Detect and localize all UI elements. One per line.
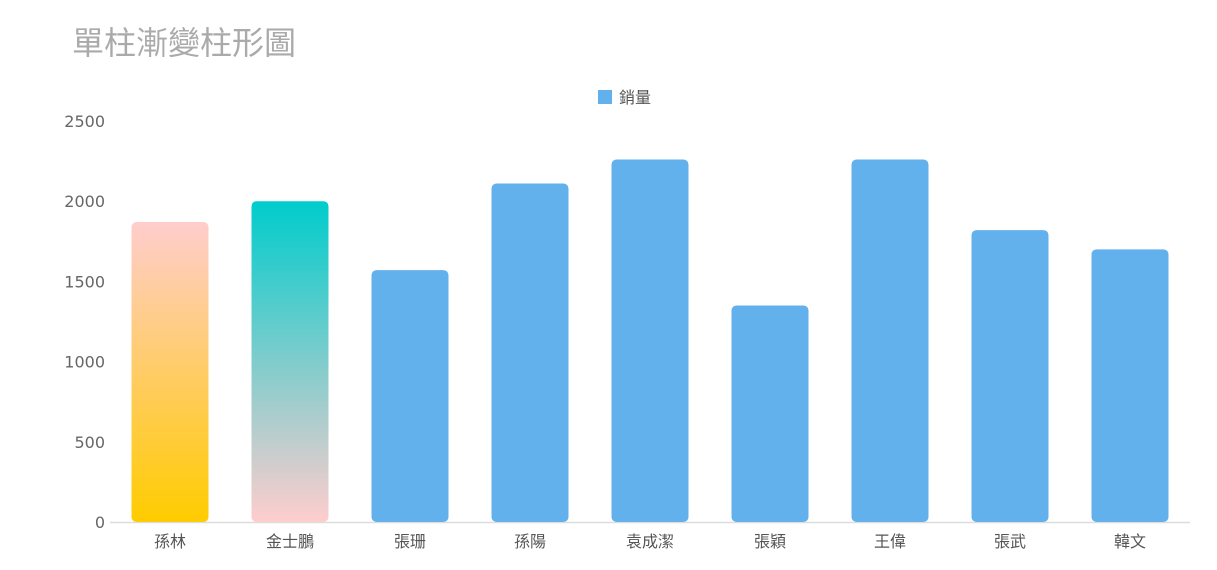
bar[interactable] [731, 305, 809, 522]
x-tick-label: 張珊 [394, 532, 426, 551]
chart-title: 單柱漸變柱形圖 [72, 24, 297, 62]
bar[interactable] [851, 159, 929, 522]
x-tick-label: 孫林 [154, 532, 186, 551]
bar[interactable] [1091, 249, 1169, 522]
bar[interactable] [371, 270, 449, 522]
x-tick-label: 張穎 [754, 532, 786, 551]
y-tick-label: 1000 [64, 353, 105, 372]
x-tick-label: 張武 [994, 532, 1026, 551]
bar[interactable] [971, 230, 1049, 522]
x-tick-label: 金士鵬 [266, 532, 314, 551]
x-tick-label: 孫陽 [514, 532, 546, 551]
legend-label[interactable]: 銷量 [619, 88, 651, 107]
x-tick-label: 袁成潔 [626, 532, 674, 551]
y-tick-label: 2500 [64, 112, 105, 131]
y-tick-label: 0 [95, 513, 105, 532]
x-tick-label: 韓文 [1114, 532, 1146, 551]
y-tick-label: 500 [74, 433, 105, 452]
bar[interactable] [131, 222, 209, 522]
bar[interactable] [491, 183, 569, 522]
y-tick-label: 1500 [64, 272, 105, 291]
x-tick-label: 王偉 [874, 532, 906, 551]
y-tick-label: 2000 [64, 192, 105, 211]
bar[interactable] [611, 159, 689, 522]
bar[interactable] [251, 201, 329, 522]
legend-swatch[interactable] [598, 90, 612, 104]
